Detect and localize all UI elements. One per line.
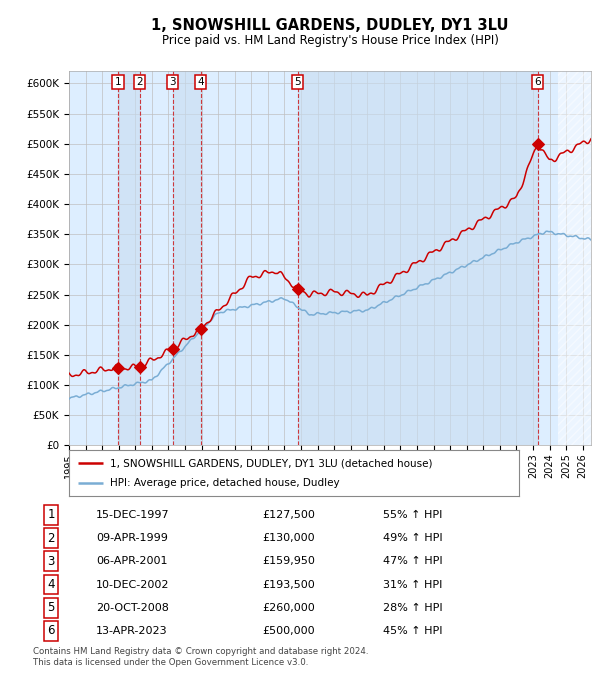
- Point: [135, 362, 145, 373]
- Text: 4: 4: [47, 578, 55, 591]
- Bar: [118, 71, 140, 445]
- Text: 06-APR-2001: 06-APR-2001: [96, 556, 168, 566]
- Point: [533, 138, 542, 149]
- Text: 15-DEC-1997: 15-DEC-1997: [96, 510, 170, 520]
- Text: 10-DEC-2002: 10-DEC-2002: [96, 579, 170, 590]
- Text: 49% ↑ HPI: 49% ↑ HPI: [383, 533, 443, 543]
- Text: Price paid vs. HM Land Registry's House Price Index (HPI): Price paid vs. HM Land Registry's House …: [161, 34, 499, 47]
- Text: 6: 6: [47, 624, 55, 637]
- Text: 4: 4: [197, 77, 204, 87]
- Text: £260,000: £260,000: [262, 602, 314, 613]
- Point: [196, 323, 205, 334]
- Text: 6: 6: [535, 77, 541, 87]
- Point: [293, 283, 302, 294]
- Text: HPI: Average price, detached house, Dudley: HPI: Average price, detached house, Dudl…: [110, 479, 339, 488]
- Text: 45% ↑ HPI: 45% ↑ HPI: [383, 626, 443, 636]
- Bar: [173, 71, 200, 445]
- Text: 31% ↑ HPI: 31% ↑ HPI: [383, 579, 443, 590]
- Text: 1, SNOWSHILL GARDENS, DUDLEY, DY1 3LU: 1, SNOWSHILL GARDENS, DUDLEY, DY1 3LU: [151, 18, 509, 33]
- Bar: [558, 71, 591, 445]
- Text: £193,500: £193,500: [262, 579, 314, 590]
- Text: £130,000: £130,000: [262, 533, 314, 543]
- Text: 09-APR-1999: 09-APR-1999: [96, 533, 168, 543]
- Point: [113, 363, 123, 374]
- Text: 1: 1: [115, 77, 121, 87]
- Text: 3: 3: [47, 555, 55, 568]
- Text: 55% ↑ HPI: 55% ↑ HPI: [383, 510, 443, 520]
- Text: 1: 1: [47, 509, 55, 522]
- Text: 5: 5: [47, 601, 55, 614]
- Bar: [298, 71, 538, 445]
- Text: 1, SNOWSHILL GARDENS, DUDLEY, DY1 3LU (detached house): 1, SNOWSHILL GARDENS, DUDLEY, DY1 3LU (d…: [110, 458, 432, 468]
- Text: 20-OCT-2008: 20-OCT-2008: [96, 602, 169, 613]
- Text: 13-APR-2023: 13-APR-2023: [96, 626, 168, 636]
- Text: 3: 3: [169, 77, 176, 87]
- Text: 2: 2: [47, 532, 55, 545]
- Text: £159,950: £159,950: [262, 556, 315, 566]
- Text: 47% ↑ HPI: 47% ↑ HPI: [383, 556, 443, 566]
- Text: £500,000: £500,000: [262, 626, 314, 636]
- Text: Contains HM Land Registry data © Crown copyright and database right 2024.
This d: Contains HM Land Registry data © Crown c…: [33, 647, 368, 667]
- Point: [168, 343, 178, 354]
- Text: £127,500: £127,500: [262, 510, 315, 520]
- Text: 28% ↑ HPI: 28% ↑ HPI: [383, 602, 443, 613]
- Text: 2: 2: [136, 77, 143, 87]
- Text: 5: 5: [295, 77, 301, 87]
